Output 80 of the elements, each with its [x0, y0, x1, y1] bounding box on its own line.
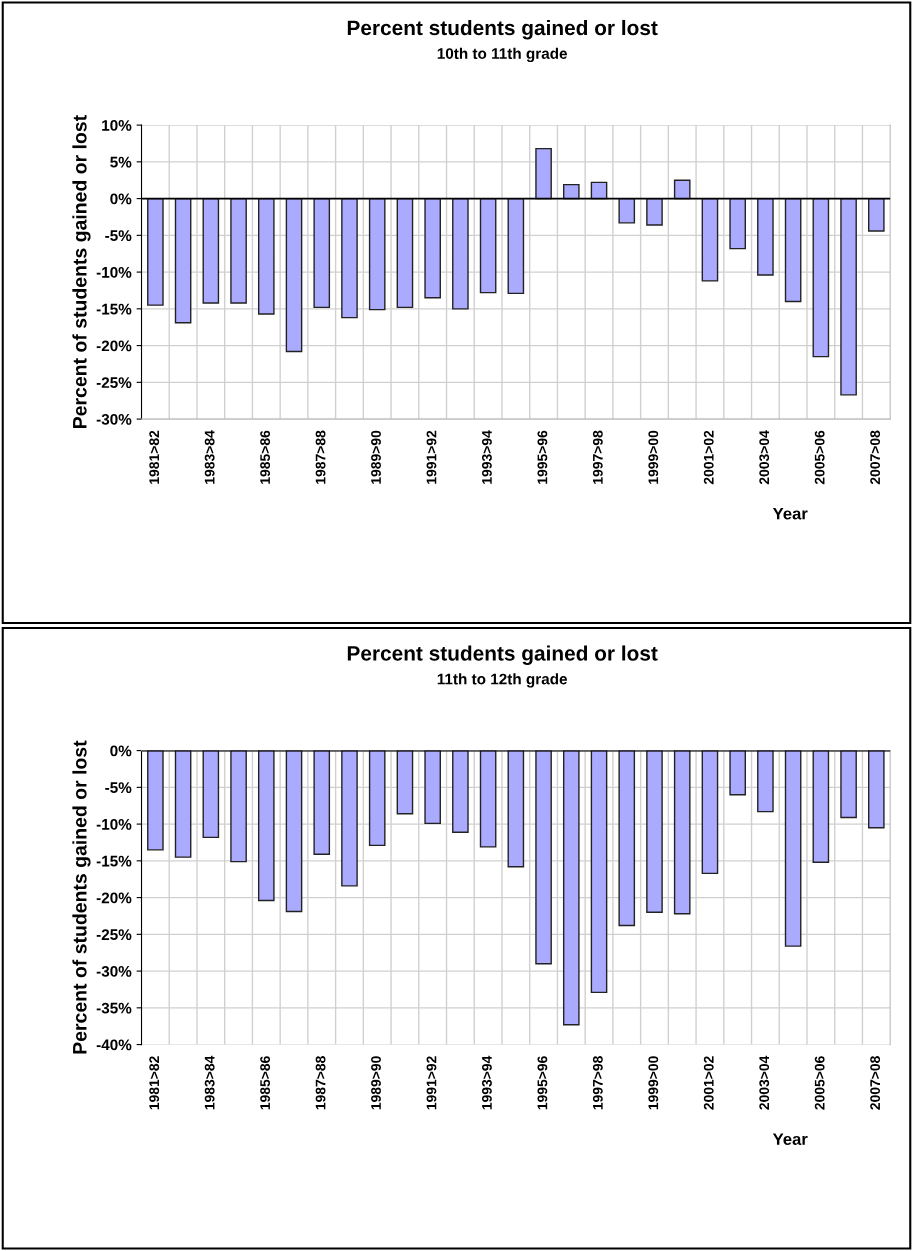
x-tick-label: 2007>08: [870, 430, 881, 485]
chart-subtitle: 11th to 12th grade: [437, 673, 568, 688]
x-tick-label: 2005>06: [814, 430, 825, 485]
x-tick-label: 2003>04: [759, 430, 770, 485]
bar: [452, 197, 469, 310]
bar: [646, 197, 663, 226]
y-axis-title: Percent of students gained or lost: [72, 115, 91, 428]
y-tick-label: -10%: [96, 266, 132, 278]
y-tick-label: -30%: [96, 413, 132, 425]
x-tick-label: 1991>92: [426, 430, 437, 484]
x-tick-label: 1987>88: [315, 1056, 326, 1110]
x-tick-label: 2007>08: [870, 1056, 881, 1110]
x-tick-label: 1999>00: [648, 1056, 659, 1110]
bar: [479, 197, 497, 294]
bar: [285, 197, 303, 353]
y-tick-label: 0%: [110, 193, 132, 205]
x-tick-label: 1989>90: [371, 1056, 381, 1110]
bar: [147, 197, 164, 306]
y-tick-label: -15%: [96, 303, 132, 315]
x-tick-label: 1997>98: [592, 430, 603, 484]
x-tick-label: 1997>98: [592, 1056, 603, 1110]
bar: [257, 197, 275, 315]
bar: [202, 197, 220, 304]
x-axis-title: Year: [772, 1133, 808, 1146]
x-tick-label: 1991>92: [426, 1056, 437, 1110]
x-tick-label: 1995>96: [537, 430, 548, 484]
bar: [812, 197, 830, 358]
bar: [341, 197, 358, 319]
y-tick-label: -25%: [96, 377, 132, 389]
y-tick-label: -30%: [96, 965, 132, 977]
bar: [396, 197, 414, 309]
y-tick-label: -15%: [96, 855, 132, 867]
y-tick-label: 0%: [110, 745, 132, 757]
x-tick-label: 1993>94: [482, 1055, 492, 1110]
bar: [673, 179, 691, 200]
x-tick-label: 1983>84: [204, 1055, 215, 1110]
bar: [618, 197, 636, 224]
bar: [535, 147, 552, 200]
bar: [424, 197, 441, 299]
bar: [729, 197, 746, 250]
bar: [840, 197, 857, 396]
x-tick-label: 2001>02: [703, 1056, 714, 1110]
y-tick-label: -35%: [96, 1002, 132, 1014]
x-tick-label: 1985>86: [260, 430, 271, 484]
x-tick-label: 1989>90: [371, 430, 381, 484]
x-tick-label: 2003>04: [759, 1055, 770, 1110]
y-tick-label: -10%: [96, 818, 132, 830]
y-tick-label: 10%: [102, 119, 132, 131]
x-tick-label: 2001>02: [703, 430, 714, 485]
x-tick-label: 1999>00: [648, 430, 659, 484]
chart-title: Percent students gained or lost: [347, 645, 658, 665]
chart-title: Percent students gained or lost: [347, 19, 658, 40]
x-tick-label: 1981>82: [149, 1056, 160, 1110]
bar: [174, 197, 192, 324]
bar: [701, 197, 719, 282]
bar: [230, 197, 247, 304]
x-tick-label: 2005>06: [814, 1056, 825, 1110]
y-tick-label: -5%: [105, 782, 132, 794]
y-tick-label: 5%: [110, 156, 132, 168]
bar: [784, 197, 802, 303]
chart-subtitle: 10th to 11th grade: [437, 47, 568, 63]
x-tick-label: 1983>84: [204, 430, 215, 484]
y-tick-label: -25%: [96, 929, 132, 941]
x-tick-label: 1985>86: [260, 1056, 271, 1110]
bar: [562, 183, 580, 200]
y-tick-label: -20%: [96, 892, 132, 904]
bar: [507, 197, 525, 295]
bar: [867, 197, 885, 232]
bar: [757, 197, 774, 276]
x-tick-label: 1995>96: [537, 1056, 548, 1110]
y-axis-title: Percent of students gained or lost: [72, 740, 91, 1054]
y-tick-label: -40%: [96, 1039, 132, 1051]
bar: [368, 197, 386, 311]
y-tick-label: -5%: [105, 230, 132, 242]
x-tick-label: 1981>82: [149, 430, 160, 484]
bar: [313, 197, 331, 309]
x-tick-label: 1993>94: [482, 430, 492, 484]
x-axis-title: Year: [772, 507, 808, 520]
x-tick-label: 1987>88: [315, 430, 326, 484]
y-tick-label: -20%: [96, 340, 132, 352]
